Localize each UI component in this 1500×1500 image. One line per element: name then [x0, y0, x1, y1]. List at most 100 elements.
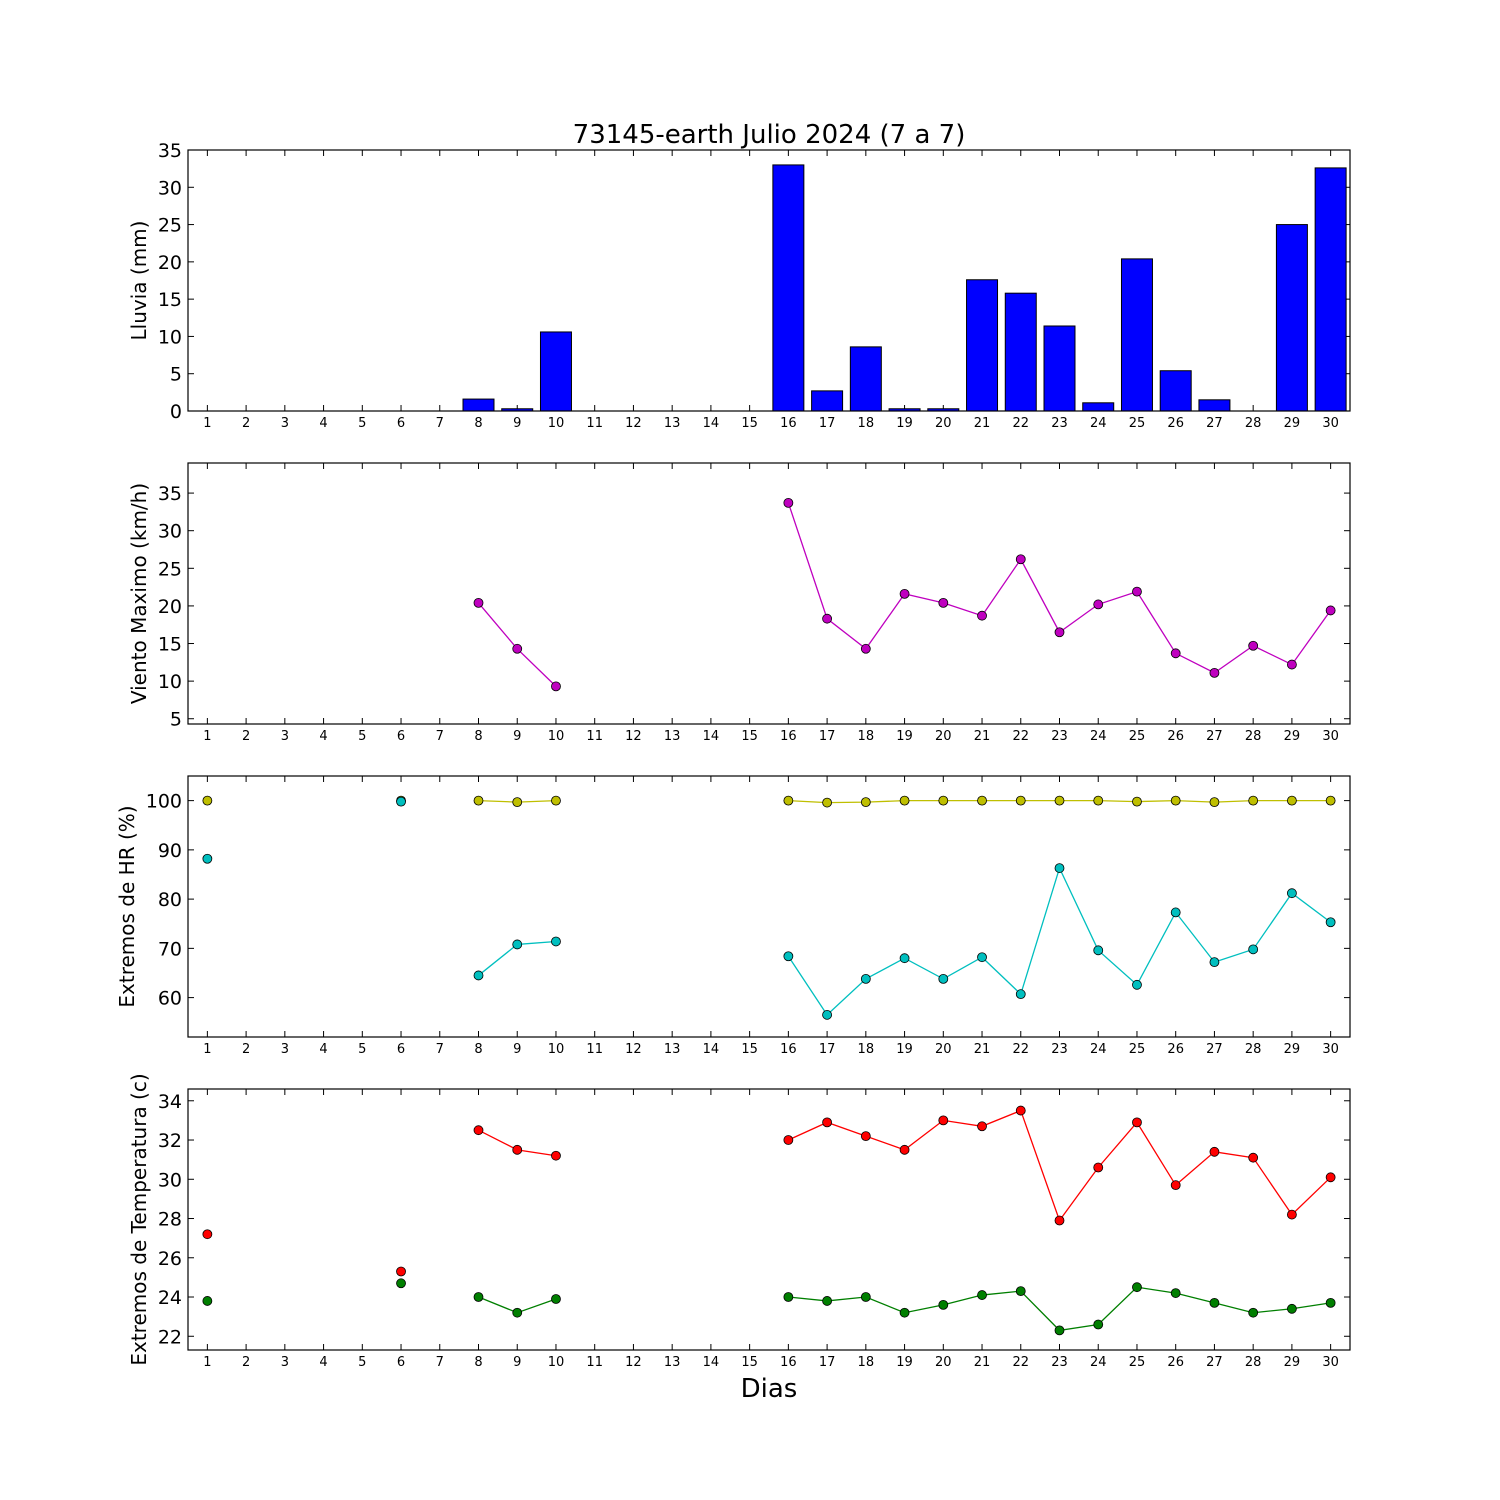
humidity-series-1-point [202, 853, 213, 864]
humidity-series-1-point [473, 970, 484, 981]
rain-ytick-label: 15 [158, 289, 182, 311]
temperature-xtick-label: 3 [281, 1355, 289, 1370]
wind-xtick-label: 11 [586, 729, 603, 744]
rain-xtick-label: 2 [242, 416, 250, 431]
temperature-series-0-point [473, 1125, 484, 1136]
humidity-xtick-label: 14 [703, 1042, 720, 1057]
chart-title: 73145-earth Julio 2024 (7 a 7) [573, 120, 966, 150]
humidity-y-axis-label: Extremos de HR (%) [115, 805, 139, 1007]
rain-xtick-label: 1 [203, 416, 211, 431]
wind-xtick-label: 14 [703, 729, 720, 744]
temperature-ytick-label: 28 [158, 1209, 182, 1231]
wind-ytick-label: 20 [158, 596, 182, 618]
temperature-series-0-point [1209, 1146, 1220, 1157]
humidity-xtick-label: 3 [281, 1042, 289, 1057]
wind-xtick-label: 27 [1206, 729, 1223, 744]
humidity-ytick-label: 70 [158, 938, 182, 960]
temperature-series-1-point [1287, 1303, 1297, 1314]
temperature-xtick-label: 25 [1129, 1355, 1146, 1370]
humidity-series-1-point [783, 951, 794, 962]
humidity-series-1-point [396, 796, 406, 807]
rain-xtick-label: 9 [513, 416, 521, 431]
wind-xtick-label: 19 [896, 729, 913, 744]
rain-xtick-label: 27 [1206, 416, 1223, 431]
temperature-series-0-point [202, 1229, 213, 1240]
temperature-series-0-point [1054, 1215, 1065, 1226]
wind-xtick-label: 16 [780, 729, 797, 744]
humidity-series-1-point [1093, 945, 1104, 956]
humidity-series-1-point [822, 1009, 832, 1020]
humidity-xtick-label: 17 [819, 1042, 836, 1057]
rain-bar [1159, 370, 1192, 412]
humidity-series-1-point [938, 973, 949, 984]
temperature-series-1-point [396, 1278, 406, 1289]
temperature-series-1-point [977, 1290, 987, 1300]
wind-plot-frame [187, 462, 1351, 725]
humidity-series-0-point [1287, 795, 1297, 806]
humidity-series-0-point [512, 797, 523, 807]
wind-series-0-point [783, 497, 794, 508]
temperature-xtick-label: 14 [703, 1355, 720, 1370]
rain-xtick-label: 29 [1284, 416, 1301, 431]
temperature-series-0-point [1170, 1180, 1181, 1191]
humidity-series-1-point [1248, 944, 1259, 955]
temperature-xtick-label: 7 [436, 1355, 444, 1370]
humidity-xtick-label: 10 [548, 1042, 565, 1057]
temperature-series-0-point [1248, 1152, 1259, 1163]
temperature-plot-frame [187, 1088, 1351, 1351]
wind-xtick-label: 7 [436, 729, 444, 744]
temperature-series-1-point [551, 1294, 561, 1304]
wind-series-0-point [1054, 627, 1065, 638]
humidity-series-0-point [977, 795, 987, 806]
humidity-xtick-label: 23 [1051, 1042, 1068, 1057]
temperature-xtick-label: 4 [319, 1355, 327, 1370]
temperature-series-1-point [1248, 1307, 1259, 1318]
rain-xtick-label: 19 [896, 416, 913, 431]
temperature-series-0-point [1325, 1172, 1336, 1183]
humidity-series-0-point [1325, 795, 1336, 806]
rain-bar [811, 390, 844, 412]
wind-ytick-label: 25 [158, 558, 182, 580]
wind-xtick-label: 21 [974, 729, 991, 744]
wind-xtick-label: 6 [397, 729, 405, 744]
humidity-xtick-label: 8 [474, 1042, 482, 1057]
humidity-xtick-label: 16 [780, 1042, 797, 1057]
humidity-xtick-label: 22 [1012, 1042, 1029, 1057]
wind-ytick-label: 35 [158, 483, 182, 505]
rain-ytick-label: 0 [170, 401, 182, 423]
temperature-xtick-label: 15 [741, 1355, 758, 1370]
humidity-series-0-point [899, 795, 910, 806]
temperature-xtick-label: 20 [935, 1355, 952, 1370]
wind-xtick-label: 18 [858, 729, 875, 744]
temperature-series-0-point [396, 1266, 406, 1277]
humidity-series-1-point [1209, 957, 1220, 968]
temperature-xtick-label: 24 [1090, 1355, 1107, 1370]
temperature-ytick-label: 30 [158, 1169, 182, 1191]
humidity-series-0-point [822, 797, 832, 808]
rain-xtick-label: 12 [625, 416, 642, 431]
rain-bar [1004, 292, 1037, 412]
temperature-xtick-label: 13 [664, 1355, 681, 1370]
wind-series-0-point [1170, 648, 1181, 659]
humidity-xtick-label: 26 [1167, 1042, 1184, 1057]
rain-y-axis-label: Lluvia (mm) [127, 221, 151, 341]
wind-ytick-label: 10 [158, 671, 182, 693]
temperature-ytick-label: 22 [158, 1326, 182, 1348]
temperature-series-0-point [1015, 1105, 1026, 1116]
wind-xtick-label: 24 [1090, 729, 1107, 744]
humidity-series-1-point [860, 973, 871, 984]
humidity-xtick-label: 12 [625, 1042, 642, 1057]
rain-ytick-label: 25 [158, 215, 182, 237]
temperature-series-1-point [860, 1292, 871, 1302]
rain-plot-frame [187, 149, 1351, 412]
humidity-ytick-label: 90 [158, 840, 182, 862]
rain-ytick-label: 30 [158, 177, 182, 199]
rain-xtick-label: 4 [319, 416, 327, 431]
x-axis-label: Dias [741, 1374, 798, 1404]
rain-xtick-label: 18 [858, 416, 875, 431]
